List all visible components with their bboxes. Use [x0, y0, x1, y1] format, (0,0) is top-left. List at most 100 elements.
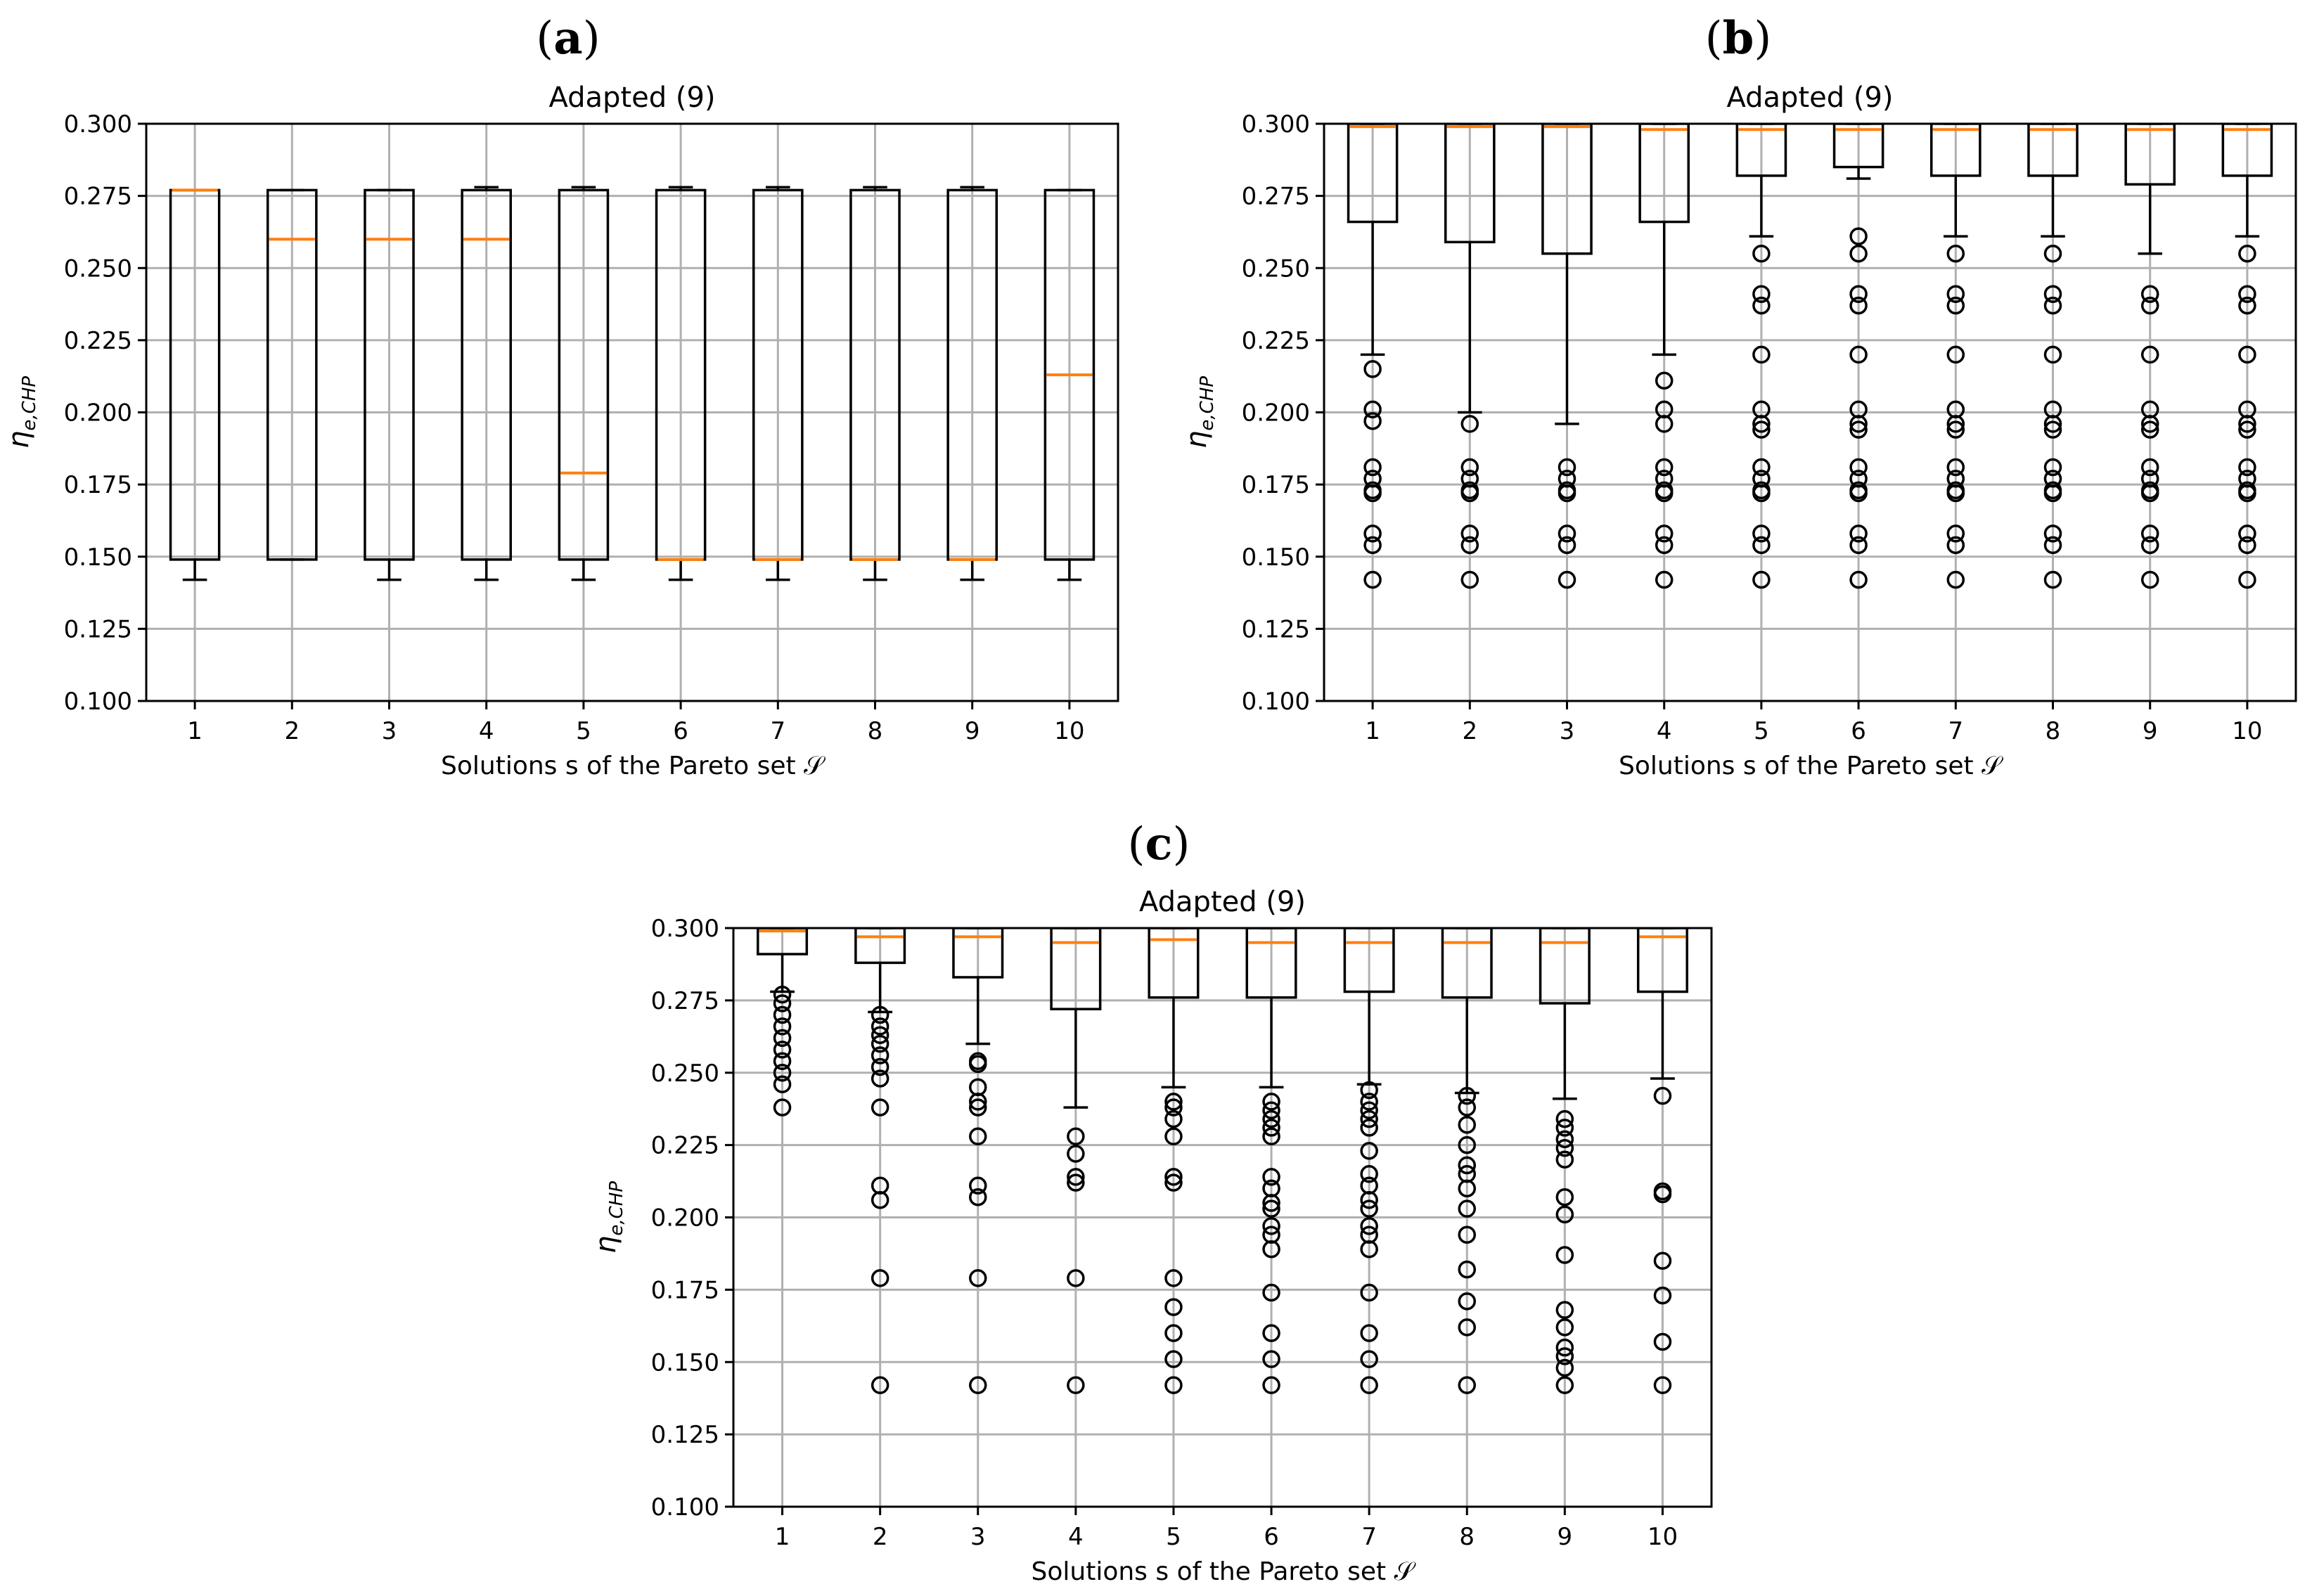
outlier-point: [871, 1005, 890, 1024]
outlier-point: [1360, 1217, 1378, 1235]
panel-label-b: (b): [1705, 12, 1772, 65]
outlier-point: [1752, 415, 1771, 433]
outlier-point: [1262, 1093, 1280, 1111]
outlier-point: [1360, 1165, 1378, 1183]
outlier-point: [1555, 1338, 1574, 1357]
chart-title: Adapted (9): [1139, 886, 1306, 918]
outlier-point: [1458, 1116, 1476, 1134]
outlier-point: [2238, 285, 2256, 303]
outlier-point: [1262, 1194, 1280, 1212]
outlier-point: [1946, 296, 1965, 315]
outlier-point: [2043, 525, 2062, 543]
outlier-point: [1946, 525, 1965, 543]
y-axis: 0.100 0.125 0.150 0.175 0.200 0.225 0.250 0.275…: [651, 915, 733, 1521]
outlier-point: [1946, 285, 1965, 303]
y-tick-label: 0.250: [651, 1060, 719, 1088]
y-axis-label-subscript: e,CHP: [19, 376, 40, 431]
box-2: [266, 188, 318, 561]
panel-label-letter: a: [553, 12, 582, 65]
outlier-point: [1360, 1240, 1378, 1259]
outlier-point: [1458, 1135, 1476, 1154]
plot-frame: [1323, 122, 2297, 702]
outlier-point: [1360, 1101, 1378, 1119]
outlier-point: [1849, 458, 1868, 477]
y-tick-label: 0.175: [64, 471, 132, 499]
outlier-point: [1849, 420, 1868, 439]
outlier-point: [969, 1055, 987, 1074]
outlier-point: [1655, 371, 1674, 390]
iqr-box: [461, 188, 513, 561]
outlier-point: [1262, 1350, 1280, 1368]
iqr-box: [1638, 124, 1690, 224]
outlier-point: [1555, 1150, 1574, 1169]
outlier-point: [1460, 484, 1479, 503]
outlier-point: [1653, 1376, 1672, 1394]
x-tick-label: 9: [1558, 1523, 1573, 1551]
outlier-point: [773, 1005, 792, 1024]
outlier-point: [1653, 1251, 1672, 1270]
outlier-point: [773, 1052, 792, 1071]
outlier-point: [1164, 1324, 1183, 1342]
x-tick-label: 2: [284, 717, 300, 745]
y-tick-label: 0.275: [1242, 183, 1310, 211]
box-10: [1636, 928, 1688, 1394]
outlier-point: [969, 1176, 987, 1195]
y-axis: 0.100 0.125 0.150 0.175 0.200 0.225 0.250 0.275…: [1242, 110, 1324, 716]
outlier-point: [2238, 415, 2256, 433]
y-tick-label: 0.125: [64, 615, 132, 643]
outlier-point: [2140, 536, 2159, 555]
outlier-point: [1360, 1350, 1378, 1368]
iqr-box: [1832, 124, 1884, 169]
x-tick-label: 2: [873, 1523, 888, 1551]
x-axis: 1 2 3 4 5 6 7 8 9 10: [775, 1507, 1678, 1551]
outlier-point: [1653, 1185, 1672, 1204]
outlier-point: [1555, 1347, 1574, 1365]
panel-label-letter: c: [1145, 818, 1173, 870]
outlier-point: [1849, 525, 1868, 543]
outlier-point: [1653, 1286, 1672, 1305]
outlier-point: [1946, 570, 1965, 589]
outlier-point: [1067, 1127, 1085, 1146]
outlier-point: [1946, 458, 1965, 477]
outlier-point: [871, 1269, 890, 1287]
outlier-point: [2238, 345, 2256, 364]
outlier-point: [871, 1017, 890, 1036]
outlier-point: [1752, 345, 1771, 364]
outlier-point: [1653, 1086, 1672, 1105]
outlier-point: [2140, 285, 2159, 303]
y-tick-label: 0.150: [64, 543, 132, 572]
box-7: [1930, 124, 1982, 589]
outlier-point: [1555, 1246, 1574, 1264]
outlier-point: [2238, 420, 2256, 439]
y-tick-label: 0.200: [1242, 399, 1310, 427]
box-5: [1148, 928, 1200, 1394]
outlier-point: [773, 1098, 792, 1116]
panel-label-a: (a): [536, 12, 600, 65]
y-tick-label: 0.275: [651, 987, 719, 1015]
x-tick-label: 6: [1851, 717, 1866, 745]
x-axis-label: Solutions s of the Pareto set 𝒮: [1619, 752, 2003, 780]
outlier-point: [1262, 1199, 1280, 1218]
x-tick-label: 4: [1068, 1523, 1084, 1551]
x-tick-label: 4: [1657, 717, 1672, 745]
outlier-point: [1363, 400, 1382, 419]
outlier-point: [1458, 1179, 1476, 1198]
outlier-point: [1164, 1350, 1183, 1368]
outlier-point: [969, 1093, 987, 1111]
x-tick-label: 3: [970, 1523, 986, 1551]
outlier-point: [1752, 296, 1771, 315]
box-4: [1638, 124, 1690, 589]
y-tick-label: 0.175: [1242, 471, 1310, 499]
outlier-point: [871, 1098, 890, 1116]
outlier-point: [1262, 1324, 1280, 1342]
outlier-point: [2043, 570, 2062, 589]
boxes: [1347, 124, 2273, 589]
x-tick-label: 1: [187, 717, 203, 745]
chart-title: Adapted (9): [1726, 82, 1893, 114]
y-tick-label: 0.125: [651, 1421, 719, 1449]
outlier-point: [1555, 1318, 1574, 1337]
outlier-point: [1262, 1119, 1280, 1137]
outlier-point: [1752, 484, 1771, 503]
outlier-point: [2140, 484, 2159, 503]
